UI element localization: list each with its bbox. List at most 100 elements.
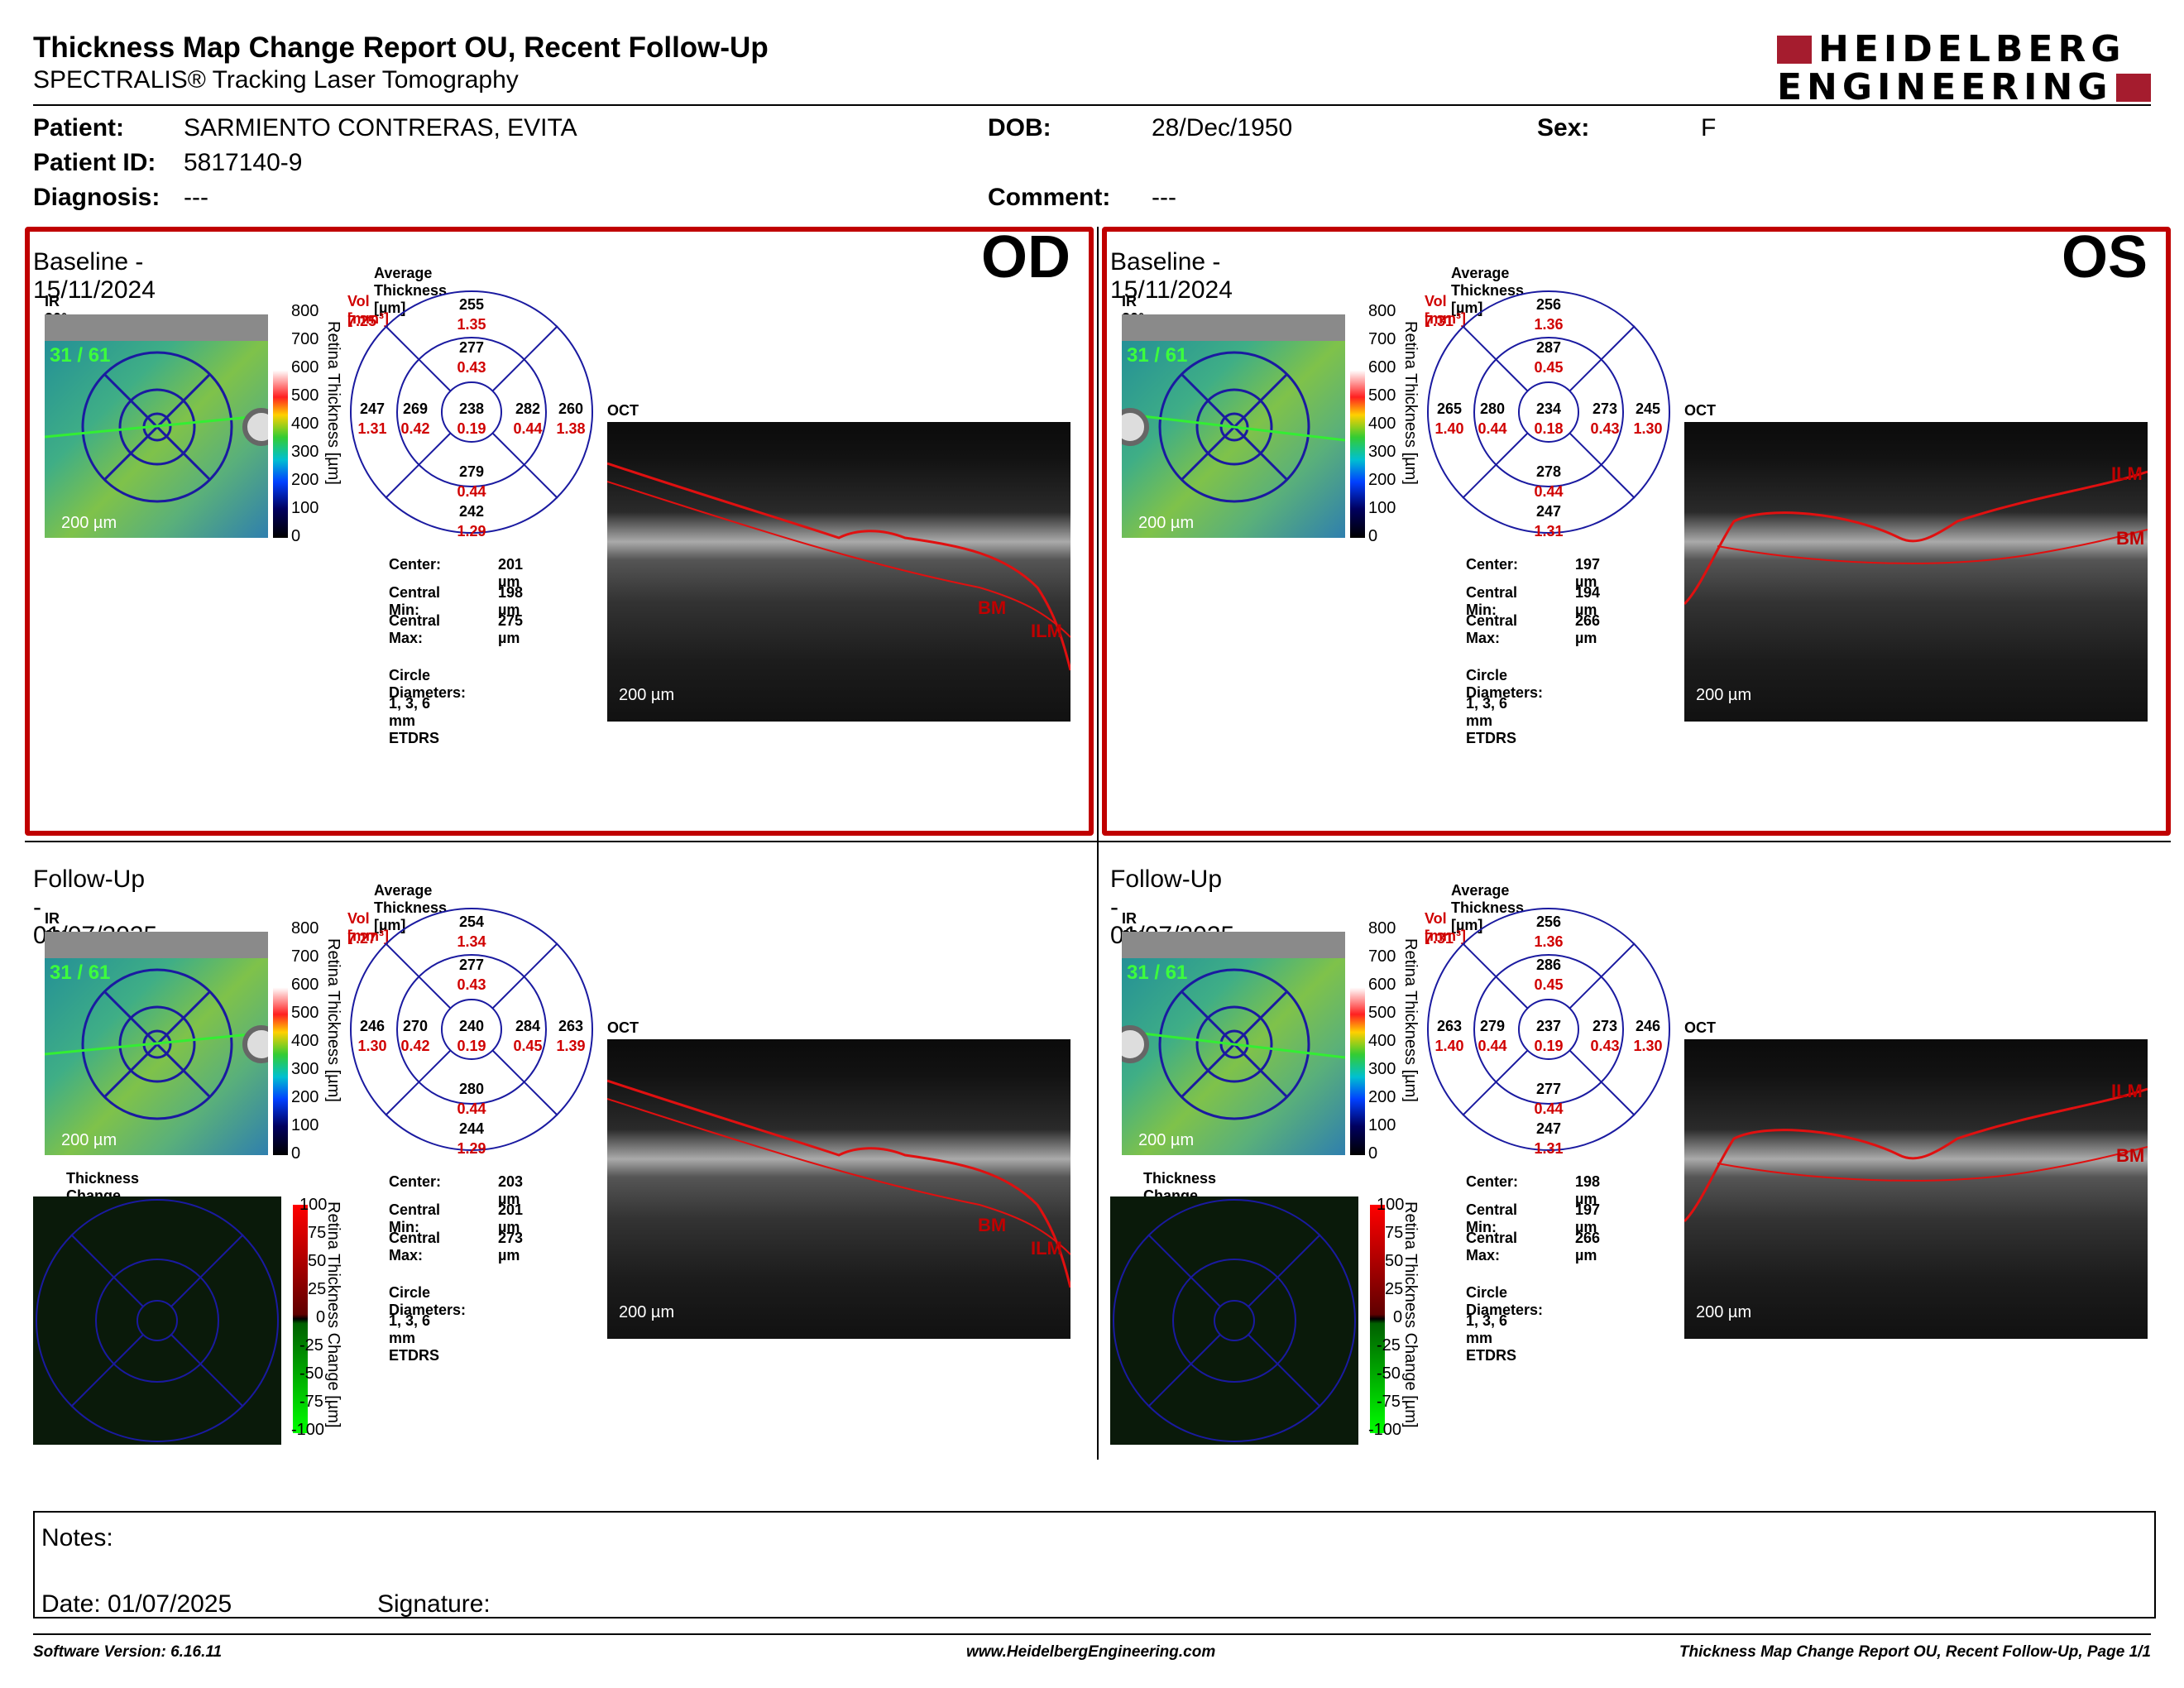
circle-diameters-label: Circle Diameters: <box>389 1284 467 1318</box>
thickness-change-etdrs-grid <box>36 1199 279 1442</box>
vol-label: Vol [mm³] <box>1425 910 1466 944</box>
cmax-label: Central Max: <box>389 612 441 646</box>
colorbar-tick: 100 <box>1368 1116 1396 1134</box>
change-colorbar-tick: 0 <box>1393 1308 1403 1326</box>
cmin-label: Central Min: <box>1466 584 1518 618</box>
od_baseline-title: Baseline - 15/11/2024 <box>33 248 156 304</box>
colorbar-tick: 200 <box>1368 471 1396 489</box>
change-colorbar-tick: -100 <box>291 1421 325 1439</box>
etdrs-tmp_o-thickness: 247 <box>360 400 385 417</box>
change-colorbar-tick: -75 <box>1377 1393 1401 1411</box>
change-colorbar-tick: -50 <box>1377 1364 1401 1383</box>
etdrs-inf_o-thickness: 247 <box>1536 503 1561 520</box>
etdrs-ctr-thickness: 237 <box>1536 1018 1561 1034</box>
colorbar-tick: 100 <box>1368 499 1396 517</box>
etdrs-sup_i-thickness: 287 <box>1536 339 1561 356</box>
etdrs-inf_o-volume: 1.31 <box>1534 523 1563 536</box>
diagnosis-value: --- <box>184 184 208 211</box>
cmax-value: 273 µm <box>498 1230 524 1264</box>
od-baseline-frame <box>25 227 1094 836</box>
etdrs-tmp_i-volume: 0.44 <box>1478 420 1506 437</box>
change-colorbar-tick: 25 <box>1385 1280 1404 1298</box>
etdrs-nas_i-thickness: 273 <box>1592 400 1617 417</box>
change-colorbar-tick: 50 <box>1385 1252 1404 1270</box>
change-colorbar-tick: 100 <box>299 1196 328 1214</box>
oct-scale-bar: 200 µm <box>1696 1303 1752 1321</box>
ilm-label: ILM <box>1031 621 1062 641</box>
circle-diameters-value: 1, 3, 6 mm ETDRS <box>389 1312 440 1364</box>
bm-label: BM <box>2116 528 2145 549</box>
etdrs-inf_o-thickness: 247 <box>1536 1120 1561 1137</box>
thickness-change-etdrs-grid <box>1113 1199 1356 1442</box>
oct-bscan-image: 200 µm ILM BM <box>1684 422 2148 722</box>
thickness-change-colorbar <box>1370 1205 1385 1433</box>
change-colorbar-tick: -100 <box>1368 1421 1402 1439</box>
oct-bscan-image: 200 µm ILM BM <box>1684 1039 2148 1339</box>
oct-bscan-image: 200 µm BM ILM <box>607 422 1070 722</box>
etdrs-tmp_o-thickness: 246 <box>360 1018 385 1034</box>
etdrs-ctr-thickness: 238 <box>459 400 484 417</box>
colorbar-tick: 100 <box>291 499 319 517</box>
etdrs-ctr-volume: 0.18 <box>1534 420 1563 437</box>
etdrs-nas_o-thickness: 245 <box>1636 400 1660 417</box>
circle-diameters-value: 1, 3, 6 mm ETDRS <box>1466 1312 1517 1364</box>
etdrs-nas_i-volume: 0.43 <box>1590 420 1619 437</box>
website-link[interactable]: www.HeidelbergEngineering.com <box>966 1643 1216 1661</box>
avg-thickness-label: Average Thickness [µm] <box>374 882 448 933</box>
oct-scale-bar: 200 µm <box>1696 686 1752 704</box>
patient-id-label: Patient ID: <box>33 149 156 176</box>
change-colorbar-tick: 100 <box>1377 1196 1405 1214</box>
center-value: 197 µm <box>1575 556 1601 590</box>
os_baseline-eye-label: OS <box>2062 224 2148 290</box>
etdrs-sup_o-volume: 1.36 <box>1534 316 1563 333</box>
signature-label: Signature: <box>377 1590 491 1618</box>
colorbar-tick: 500 <box>1368 1004 1396 1022</box>
colorbar-tick: 200 <box>291 1088 319 1106</box>
etdrs-sup_i-thickness: 286 <box>1536 957 1561 973</box>
change-colorbar-tick: -25 <box>299 1336 323 1355</box>
etdrs-tmp_o-volume: 1.40 <box>1434 420 1463 437</box>
colorbar-tick: 700 <box>1368 330 1396 348</box>
etdrs-nas_i-thickness: 282 <box>515 400 540 417</box>
etdrs-tmp_i-volume: 0.42 <box>400 1038 429 1054</box>
etdrs-sup_o-thickness: 256 <box>1536 296 1561 313</box>
comment-value: --- <box>1152 184 1176 211</box>
etdrs-sup_i-volume: 0.43 <box>457 976 486 993</box>
vol-label: Vol [mm³] <box>1425 293 1466 327</box>
etdrs-sup_i-thickness: 277 <box>459 339 484 356</box>
colorbar-tick: 300 <box>291 1060 319 1078</box>
etdrs-sup_o-thickness: 255 <box>459 296 484 313</box>
sex-value: F <box>1701 114 1717 141</box>
center-label: Center: <box>389 556 442 573</box>
colorbar-tick: 700 <box>291 330 319 348</box>
change-colorbar-tick: 25 <box>308 1280 327 1298</box>
etdrs-tmp_o-thickness: 265 <box>1437 400 1462 417</box>
dob-value: 28/Dec/1950 <box>1152 114 1293 141</box>
notes-box[interactable]: Notes: Date: 01/07/2025 Signature: <box>33 1511 2156 1618</box>
circle-diameters-label: Circle Diameters: <box>389 667 467 701</box>
etdrs-inf_i-thickness: 278 <box>1536 463 1561 480</box>
colorbar-tick: 200 <box>291 471 319 489</box>
colorbar-tick: 600 <box>1368 358 1396 376</box>
cmax-label: Central Max: <box>1466 1230 1518 1264</box>
colorbar-tick: 700 <box>291 947 319 966</box>
etdrs-tmp_o-volume: 1.40 <box>1434 1038 1463 1054</box>
colorbar-axis-label: Retina Thickness [µm] <box>1401 321 1420 485</box>
etdrs-tmp_i-volume: 0.42 <box>400 420 429 437</box>
diagnosis-label: Diagnosis: <box>33 184 160 211</box>
center-value: 203 µm <box>498 1173 524 1207</box>
thickness-change-colorbar <box>293 1205 308 1433</box>
cmin-label: Central Min: <box>389 1201 441 1235</box>
ir-overlay-label: 31 / 61 <box>1127 344 1188 367</box>
bm-label: BM <box>978 1215 1007 1235</box>
vol-value: 7.27 <box>347 930 377 947</box>
vol-label: Vol [mm³] <box>347 293 389 327</box>
etdrs-nas_o-volume: 1.30 <box>1633 1038 1662 1054</box>
comment-label: Comment: <box>988 184 1111 211</box>
etdrs-sup_o-volume: 1.36 <box>1534 933 1563 950</box>
notes-label: Notes: <box>41 1524 113 1551</box>
etdrs-sup_o-volume: 1.34 <box>457 933 486 950</box>
etdrs-tmp_i-thickness: 280 <box>1480 400 1505 417</box>
colorbar-tick: 500 <box>291 386 319 405</box>
ir-fundus-image: 31 / 61 200 µm <box>45 932 268 1155</box>
